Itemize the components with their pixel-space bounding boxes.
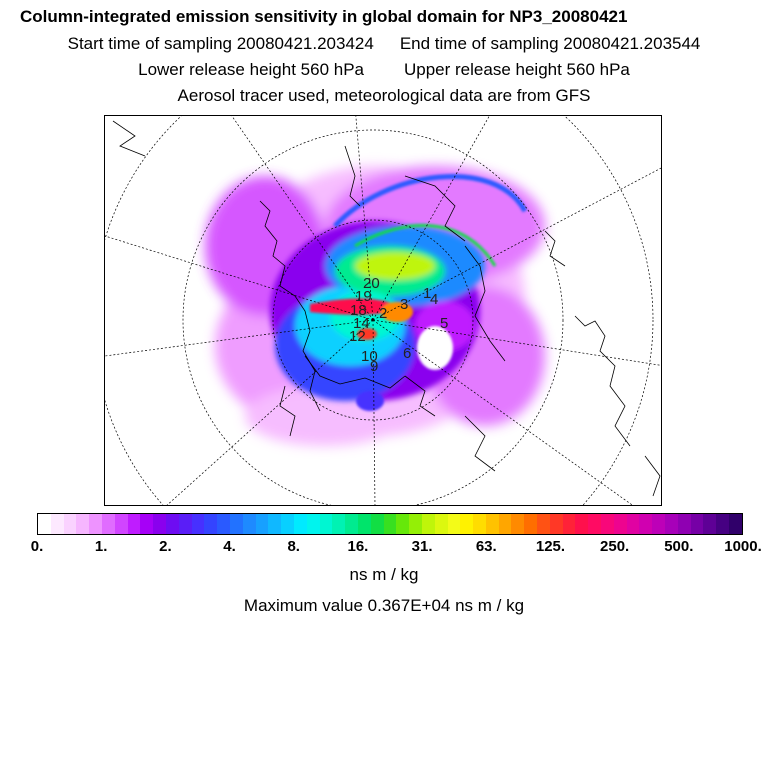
colorbar-segment [255,514,269,534]
point-label: 4 [430,291,438,308]
colorbar-segment [306,514,320,534]
colorbar-segment [76,514,90,534]
colorbar-segment [626,514,640,534]
colorbar-tick-label: 4. [223,538,236,555]
colorbar-tick-label: 8. [287,538,300,555]
end-time: End time of sampling 20080421.203544 [399,34,701,53]
colorbar-segment [165,514,179,534]
colorbar-segment [562,514,576,534]
map-panel: 1 2 3 4 5 6 9 10 12 14 18 19 20 [104,115,662,506]
maximum-value: Maximum value 0.367E+04 ns m / kg [243,596,525,615]
colorbar-segment [370,514,384,534]
release-heights: Lower release height 560 hPa Upper releas… [0,60,768,80]
colorbar-tick-label: 1. [94,538,108,555]
colorbar-segment [383,514,397,534]
colorbar-segment [524,514,538,534]
colorbar-segment [268,514,282,534]
colorbar-tick-label: 63. [475,538,497,555]
polar-map: 1 2 3 4 5 6 9 10 12 14 18 19 20 [105,116,661,505]
graticule [105,116,661,505]
colorbar-segment [498,514,512,534]
colorbar-tick-label: 16. [347,538,369,555]
colorbar-segment [716,514,730,534]
coastlines [112,120,661,497]
colorbar-segment [434,514,448,534]
colorbar-segment [601,514,614,534]
colorbar-segment [281,514,294,534]
colorbar-segment [140,514,154,534]
colorbar-segment [178,514,192,534]
lower-release-height: Lower release height 560 hPa [138,60,364,79]
point-label: 14 [353,315,370,332]
colorbar-segment [588,514,602,534]
point-label: 20 [363,275,380,292]
colorbar-segment [114,514,128,534]
colorbar-segment [460,514,474,534]
plot-title: Column-integrated emission sensitivity i… [20,7,628,26]
colorbar-segment [421,514,435,534]
colorbar-segment [665,514,678,534]
point-label: 12 [349,328,366,345]
colorbar [37,513,743,535]
colorbar-segment [690,514,704,534]
colorbar-segment [485,514,499,534]
colorbar-unit: ns m / kg [349,565,419,584]
start-time: Start time of sampling 20080421.203424 [67,34,374,53]
colorbar-segment [242,514,256,534]
point-label: 10 [361,348,378,365]
colorbar-tick-label: 500. [664,538,694,555]
colorbar-segment [639,514,653,534]
colorbar-tick-label: 0. [30,538,44,555]
colorbar-segment [345,514,358,534]
colorbar-segment [204,514,218,534]
upper-release-height: Upper release height 560 hPa [404,60,630,79]
point-label: 5 [440,315,448,332]
point-label: 9 [370,358,378,375]
colorbar-segment [319,514,333,534]
colorbar-segment [63,514,77,534]
colorbar-tick-label: 250. [600,538,630,555]
colorbar-segment [153,514,166,534]
colorbar-segment [191,514,205,534]
colorbar-segment [229,514,243,534]
point-label: 6 [403,345,411,362]
colorbar-segment [511,514,525,534]
colorbar-segment [537,514,550,534]
colorbar-segment [127,514,141,534]
point-label: 2 [379,305,387,322]
colorbar-segment [729,514,742,534]
colorbar-segment [473,514,486,534]
colorbar-segment [50,514,64,534]
colorbar-segment [409,514,422,534]
colorbar-segment [357,514,371,534]
colorbar-segment [332,514,346,534]
colorbar-segment [549,514,563,534]
colorbar-segment [293,514,307,534]
colorbar-segment [217,514,230,534]
colorbar-segment [677,514,691,534]
point-label: 19 [355,288,372,305]
colorbar-segment [38,514,51,534]
colorbar-segment [652,514,666,534]
point-labels: 1 2 3 4 5 6 9 10 12 14 18 19 20 [349,275,448,375]
colorbar-segment [101,514,115,534]
point-label: 18 [350,302,367,319]
point-label: 3 [400,296,408,313]
colorbar-segment [575,514,589,534]
colorbar-segment [447,514,461,534]
colorbar-segment [703,514,717,534]
sensitivity-field [205,166,545,446]
colorbar-segment [396,514,410,534]
point-label: 1 [423,285,431,302]
colorbar-tick-label: 2. [159,538,172,555]
colorbar-segment [89,514,102,534]
colorbar-tick-label: 125. [535,538,566,555]
colorbar-tick-label: 31. [411,538,433,555]
sampling-times: Start time of sampling 20080421.203424 En… [0,34,768,54]
tracer-note: Aerosol tracer used, meteorological data… [177,86,591,105]
colorbar-segment [613,514,627,534]
colorbar-tick-label: 1000. [724,538,762,555]
